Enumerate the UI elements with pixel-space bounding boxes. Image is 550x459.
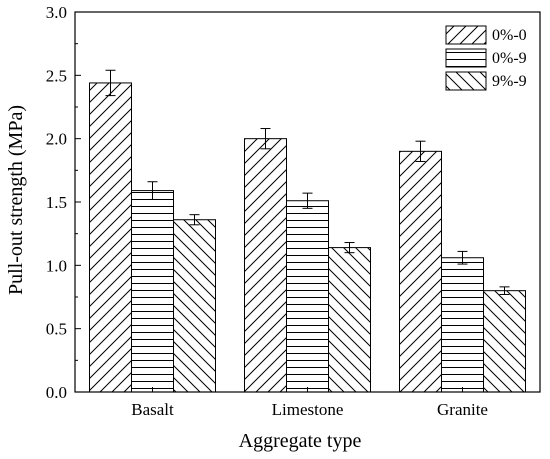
axes-layer: Basalt Limestone Granite 0.0 0.5 1.0 1.5 2.0 2.5… bbox=[46, 3, 541, 419]
y-tick-label: 1.5 bbox=[46, 193, 67, 212]
bars-layer bbox=[89, 69, 526, 393]
legend-swatch-3 bbox=[445, 71, 487, 91]
bar-basalt-series-3 bbox=[173, 219, 216, 393]
bar-granite-series-2 bbox=[441, 257, 484, 393]
bar-limestone-series-2 bbox=[286, 200, 329, 393]
legend: 0%-0 0%-9 9%-9 bbox=[445, 25, 527, 91]
y-tick-label: 0.0 bbox=[46, 383, 67, 402]
legend-label-1: 0%-0 bbox=[492, 27, 527, 44]
y-tick-label: 1.0 bbox=[46, 256, 67, 275]
bar-basalt-series-1 bbox=[89, 82, 132, 393]
legend-swatch-1 bbox=[445, 25, 487, 45]
bar-basalt-series-2 bbox=[131, 190, 174, 393]
y-axis-title: Pull-out strength (MPa) bbox=[5, 105, 27, 295]
bar-granite-series-1 bbox=[399, 150, 442, 393]
x-tick-label-granite: Granite bbox=[437, 400, 488, 419]
y-tick-label: 2.5 bbox=[46, 66, 67, 85]
legend-swatch-2 bbox=[445, 48, 487, 68]
bar-granite-series-3 bbox=[483, 290, 526, 393]
y-tick-label: 2.0 bbox=[46, 130, 67, 149]
bar-limestone-series-3 bbox=[328, 247, 371, 393]
y-tick-label: 3.0 bbox=[46, 3, 67, 22]
bar-limestone-series-1 bbox=[244, 138, 287, 393]
x-axis-title: Aggregate type bbox=[239, 430, 362, 452]
x-tick-label-basalt: Basalt bbox=[131, 400, 174, 419]
x-tick-label-limestone: Limestone bbox=[272, 400, 344, 419]
y-tick-label: 0.5 bbox=[46, 320, 67, 339]
legend-label-3: 9%-9 bbox=[492, 73, 527, 90]
legend-label-2: 0%-9 bbox=[492, 50, 527, 67]
